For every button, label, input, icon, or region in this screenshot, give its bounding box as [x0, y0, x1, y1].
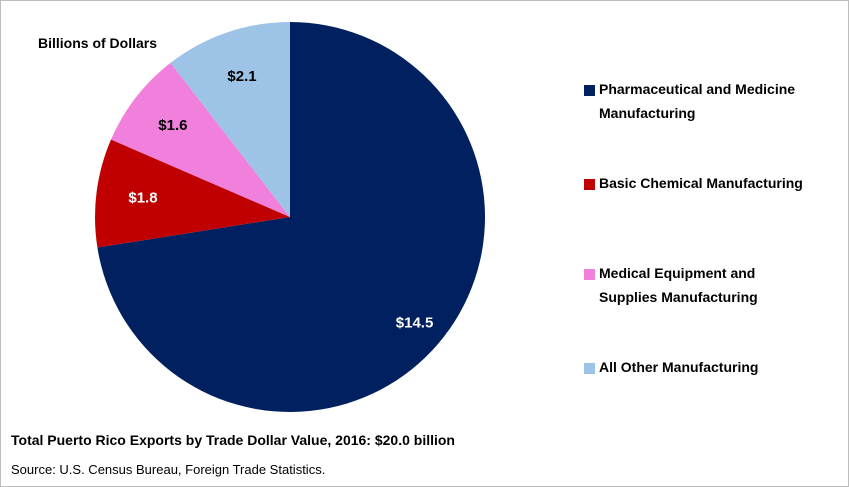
pie-slice	[170, 22, 290, 217]
legend-label: Basic Chemical Manufacturing	[599, 175, 803, 191]
pie-slice	[111, 62, 291, 218]
data-label: $1.8	[128, 189, 157, 206]
source: Source: U.S. Census Bureau, Foreign Trad…	[11, 462, 326, 477]
data-label: $14.5	[396, 314, 434, 331]
legend-label: Pharmaceutical and Medicine Manufacturin…	[599, 81, 796, 121]
legend-label: Medical Equipment and Supplies Manufactu…	[599, 265, 758, 305]
legend-label: All Other Manufacturing	[599, 359, 759, 375]
data-label: $2.1	[227, 68, 256, 85]
legend-swatch	[584, 85, 595, 96]
subtitle: Billions of Dollars	[38, 35, 158, 51]
legend-swatch	[584, 269, 595, 280]
legend-swatch	[584, 179, 595, 190]
pie-slice	[97, 22, 486, 413]
pie-slice	[95, 139, 291, 248]
data-label: $1.6	[158, 117, 187, 134]
legend-swatch	[584, 363, 595, 374]
caption: Total Puerto Rico Exports by Trade Dolla…	[11, 432, 455, 448]
